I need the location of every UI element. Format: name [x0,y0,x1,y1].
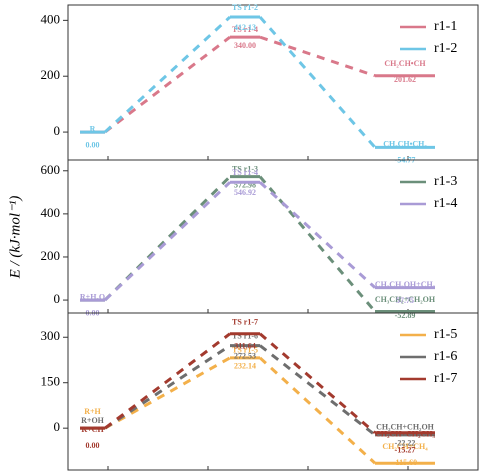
point-label: CH₂CH+CH₂CH₃ [375,430,435,439]
point-label: CH₃CH₂+CH₂OH [375,295,436,304]
value-label: -22.22 [395,439,416,448]
point-label: TS r1-4 [232,25,258,34]
plot-frame [67,312,479,471]
point-label: CH₂CH+CH₄ [382,442,428,451]
connector [104,356,231,430]
legend-label: r1-6 [434,349,457,364]
point-label: TS r1-2 [232,3,258,12]
y-tick-label: 300 [41,328,61,343]
y-tick-label: 150 [41,374,61,389]
point-label: R+CH [81,425,104,434]
connector [259,35,376,78]
point-label: CH₃CH₂OH+CH₃ [375,280,436,289]
value-label: 0.00 [86,140,100,149]
y-tick-label: 200 [41,248,61,263]
value-label: 546.92 [234,188,256,197]
y-tick-label: 0 [54,419,61,434]
point-label: TS r1-3 [232,164,258,173]
connector [103,181,232,302]
connector [259,332,376,434]
point-label: TS r1-4 [232,168,258,177]
connector [258,356,377,465]
y-tick-label: 600 [41,162,61,177]
connector [104,332,231,430]
connector [103,175,232,302]
value-label: 232.14 [234,362,256,371]
legend-label: r1-4 [434,196,457,211]
point-label: R+H [84,407,101,416]
point-label: TS r1-5 [232,346,258,355]
connector [258,181,377,289]
value-label: -15.27 [395,446,416,455]
point-label: R+H₂O [80,292,105,301]
connector [104,344,231,430]
legend-label: r1-7 [434,371,457,386]
point-label: CH₂CH+CH₂OH [376,423,435,432]
value-label: 412.13 [234,23,256,32]
y-tick-label: 200 [41,67,61,82]
value-label: 272.53 [234,351,256,360]
point-label: TS r1-6 [232,331,258,340]
y-axis-label: E / (kJ·mol⁻¹) [7,196,23,280]
y-tick-label: 400 [41,205,61,220]
y-tick-label: 0 [54,291,61,306]
value-label: 0.00 [86,441,100,450]
point-label: R [90,124,96,133]
value-label: 57.75 [396,296,414,305]
value-label: 311.64 [234,342,256,351]
y-tick-label: 400 [41,11,61,26]
legend-label: r1-3 [434,174,457,189]
point-label: TS r1-7 [232,318,258,327]
legend-label: r1-1 [434,19,457,34]
value-label: 340.00 [234,41,256,50]
point-label: R+OH [81,416,105,425]
y-tick-label: 0 [54,123,61,138]
legend-label: r1-2 [434,41,457,56]
connector [259,344,376,437]
connector [103,15,232,134]
connector [104,35,231,134]
legend-label: r1-5 [434,327,457,342]
point-label: CH₂CH•CH [384,59,426,68]
value-label: 572.98 [234,180,256,189]
connector [258,15,377,149]
value-label: -115.60 [393,458,417,467]
value-label: -52.89 [395,311,416,320]
value-label: 201.62 [394,75,416,84]
point-label: CH₃CH•CH₃ [383,140,427,149]
